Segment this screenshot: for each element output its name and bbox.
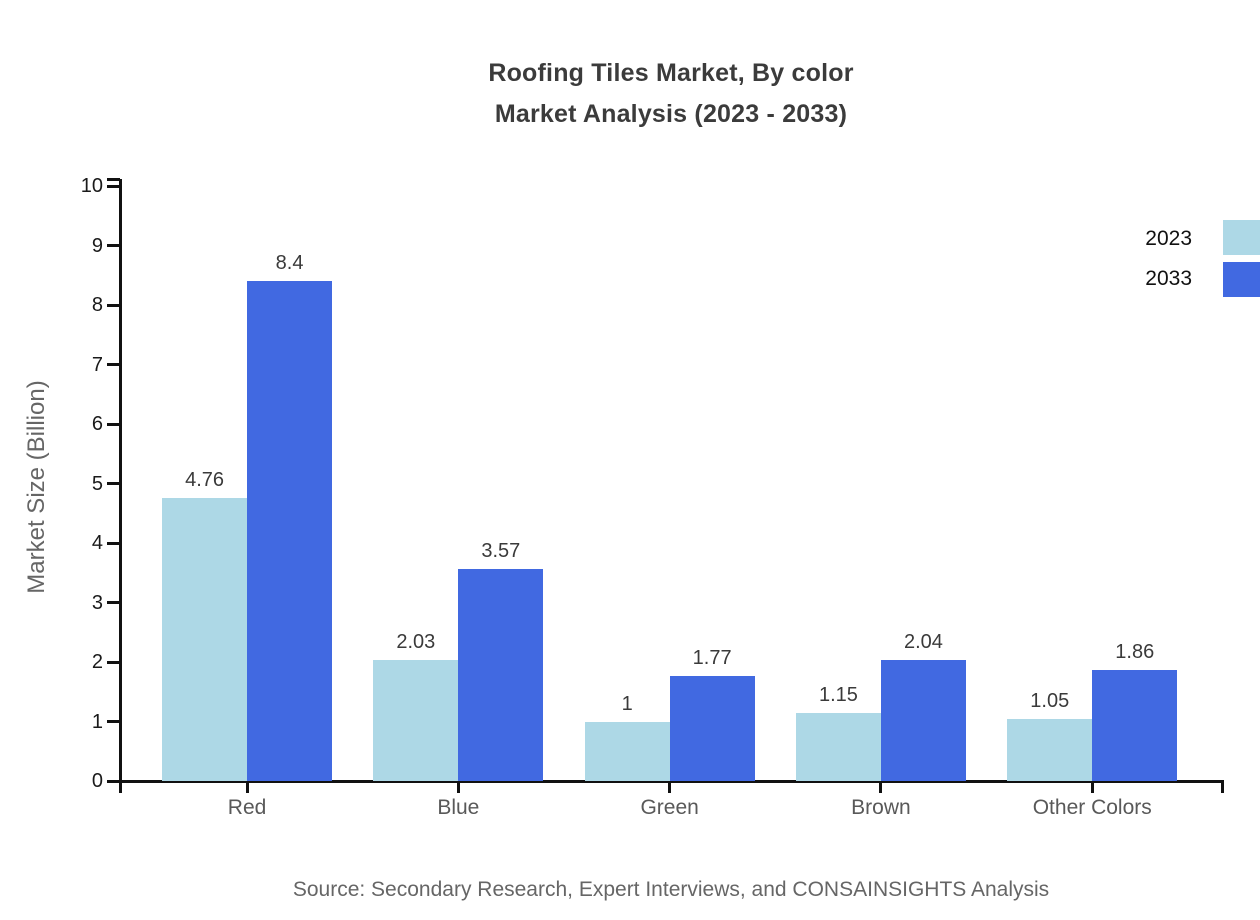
- y-tick-label-9: 9: [91, 234, 103, 257]
- bar-2033-red: [247, 281, 333, 781]
- legend-swatch-2023: [1223, 220, 1260, 255]
- category-label-red: Red: [227, 796, 267, 819]
- x-axis-left-cap-tick: [118, 781, 122, 793]
- y-tick-1: [107, 720, 120, 723]
- value-label-2023-other-colors: 1.05: [1030, 689, 1070, 712]
- bar-2023-green: [584, 721, 670, 781]
- legend-label-2033: 2033: [1145, 267, 1192, 290]
- bar-2023-brown: [795, 712, 881, 781]
- bar-2023-other-colors: [1007, 718, 1093, 781]
- bar-2023-red: [162, 497, 248, 781]
- y-tick-label-0: 0: [91, 770, 103, 792]
- y-tick-6: [107, 422, 120, 426]
- value-label-2033-brown: 2.04: [903, 630, 943, 653]
- y-axis-line: [118, 179, 122, 783]
- y-tick-label-4: 4: [91, 532, 103, 554]
- y-tick-7: [107, 363, 120, 366]
- y-tick-0: [107, 779, 120, 783]
- legend-label-2023: 2023: [1145, 227, 1192, 250]
- bar-2033-blue: [458, 568, 544, 781]
- x-tick-other-colors: [1090, 781, 1094, 793]
- source-note: Source: Secondary Research, Expert Inter…: [292, 878, 1050, 901]
- y-tick-3: [107, 601, 120, 604]
- x-axis-right-cap-tick: [1220, 781, 1224, 793]
- y-tick-5: [107, 482, 120, 485]
- y-tick-9: [107, 244, 120, 247]
- value-label-2023-brown: 1.15: [818, 683, 858, 706]
- value-label-2023-blue: 2.03: [396, 631, 436, 654]
- y-tick-label-2: 2: [91, 651, 103, 673]
- y-tick-4: [107, 541, 120, 545]
- y-axis-cap-tick: [107, 178, 120, 181]
- chart-title-line2: Market Analysis (2023 - 2033): [494, 100, 848, 128]
- x-tick-green: [668, 781, 672, 793]
- category-label-blue: Blue: [437, 796, 480, 819]
- y-tick-label-6: 6: [91, 413, 103, 435]
- value-label-2033-green: 1.77: [692, 646, 732, 669]
- category-label-brown: Brown: [851, 796, 911, 819]
- bar-2033-green: [669, 675, 755, 781]
- y-tick-label-1: 1: [91, 710, 103, 733]
- value-label-2033-blue: 3.57: [481, 539, 521, 562]
- x-tick-brown: [879, 781, 883, 793]
- bar-2033-other-colors: [1092, 670, 1178, 781]
- y-tick-8: [107, 303, 120, 307]
- y-tick-label-5: 5: [91, 472, 103, 495]
- chart-title: Roofing Tiles Market, By color Market An…: [120, 53, 1222, 135]
- category-label-other-colors: Other Colors: [1032, 796, 1152, 819]
- x-tick-red: [245, 781, 249, 793]
- value-label-2033-other-colors: 1.86: [1115, 641, 1155, 664]
- value-label-2033-red: 8.4: [275, 252, 304, 275]
- y-tick-label-3: 3: [91, 591, 103, 614]
- x-tick-blue: [456, 781, 460, 793]
- legend-swatch-2033: [1223, 262, 1260, 297]
- bar-2033-brown: [880, 659, 966, 781]
- y-tick-label-10: 10: [80, 175, 103, 197]
- chart-title-line1: Roofing Tiles Market, By color: [488, 59, 854, 87]
- value-label-2023-green: 1: [621, 692, 633, 715]
- y-tick-label-8: 8: [91, 294, 103, 316]
- y-tick-label-7: 7: [91, 353, 103, 376]
- y-tick-2: [107, 660, 120, 664]
- category-label-green: Green: [640, 796, 699, 819]
- value-label-2023-red: 4.76: [185, 468, 225, 491]
- y-tick-10: [107, 184, 120, 188]
- bar-2023-blue: [373, 660, 459, 781]
